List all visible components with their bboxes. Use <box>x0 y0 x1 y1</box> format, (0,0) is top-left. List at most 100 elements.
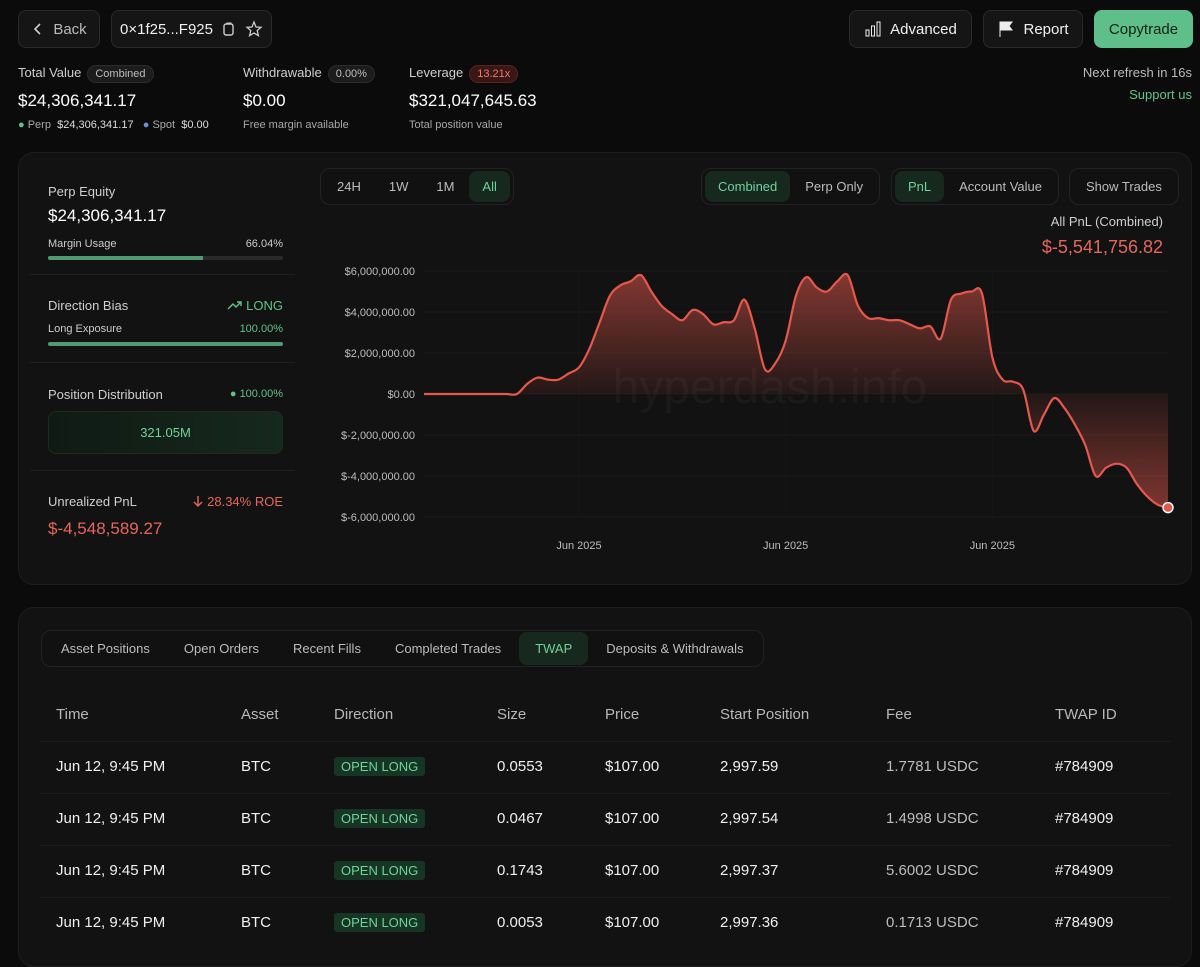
segment-option[interactable]: Account Value <box>959 179 1043 194</box>
address: 0×1f25...F925 <box>120 20 213 38</box>
star-icon[interactable] <box>245 20 263 38</box>
perp-equity-label: Perp Equity <box>48 184 116 199</box>
segment-option[interactable]: 1W <box>388 179 409 194</box>
cell-text: 0.1743 <box>497 862 543 879</box>
table-cell: $107.00 <box>605 810 659 827</box>
segment-option[interactable]: Deposits & Withdrawals <box>606 641 744 656</box>
advanced-icon <box>865 21 881 37</box>
report-button[interactable]: Report <box>983 10 1083 48</box>
advanced-button[interactable]: Advanced <box>849 10 972 48</box>
table-cell: OPEN LONG <box>334 913 426 932</box>
distribution-block: 321.05M <box>48 411 283 454</box>
copy-icon[interactable] <box>221 21 237 37</box>
total-value-amount: $24,306,341.17 <box>18 91 137 110</box>
back-label: Back <box>53 20 87 38</box>
separator <box>30 362 295 363</box>
segment-option[interactable]: 1M <box>436 179 455 194</box>
x-tick-label: Jun 2025 <box>556 540 601 552</box>
cell-text: BTC <box>241 914 271 931</box>
separator <box>30 470 295 471</box>
column-header: Start Position <box>720 706 810 723</box>
support-link[interactable]: Support us <box>1129 87 1192 102</box>
area <box>424 273 1168 508</box>
table-cell: 0.0053 <box>497 914 543 931</box>
leverage-label: Leverage <box>409 65 464 80</box>
leverage: Leverage 13.21x $321,047,645.63 Total pos… <box>409 64 537 131</box>
distribution-share-value: 100.00% <box>239 388 283 400</box>
advanced-label: Advanced <box>890 20 957 38</box>
segment-option[interactable]: PnL <box>895 171 945 202</box>
withdrawable: Withdrawable 0.00% $0.00 Free margin avai… <box>243 64 375 131</box>
column-header: Price <box>605 706 640 723</box>
address-box[interactable]: 0×1f25...F925 <box>111 10 272 48</box>
cell-text: $107.00 <box>605 758 660 775</box>
cell-text: Jun 12, 9:45 PM <box>56 914 166 931</box>
perp-equity: $24,306,341.17 <box>48 206 167 225</box>
long-exposure: 100.00% <box>239 323 283 335</box>
column-header: Fee <box>886 706 912 723</box>
direction-badge: OPEN LONG <box>334 757 426 776</box>
withdrawable-amount: $0.00 <box>243 91 286 110</box>
end-point <box>1162 501 1174 514</box>
y-tick-label: $-2,000,000.00 <box>341 430 415 442</box>
flag-icon <box>999 21 1014 37</box>
page: { "nav": {"back": "Back", "address": "0×… <box>18 10 1193 967</box>
copytrade-button[interactable]: Copytrade <box>1094 10 1193 48</box>
tab-bar: Asset Positions Open Orders Recent Fills Co… <box>41 630 764 667</box>
column-header: TWAP ID <box>1055 706 1117 723</box>
direction: LONG <box>48 298 283 313</box>
segment-option[interactable]: All <box>469 171 510 202</box>
table-cell: BTC <box>241 914 271 931</box>
total-value: Total Value Combined $24,306,341.17 ● Per… <box>18 64 209 131</box>
metric-selector: PnL Account Value <box>891 168 1060 205</box>
column-header: Size <box>497 706 527 723</box>
segment-option[interactable]: Perp Only <box>805 179 864 194</box>
segment-option[interactable]: Combined <box>705 171 791 202</box>
roe-value: 28.34% ROE <box>207 494 283 509</box>
range-selector: 24H 1W 1M All <box>320 168 514 205</box>
cell-text: Jun 12, 9:45 PM <box>56 862 166 879</box>
roe: 28.34% ROE <box>48 494 283 509</box>
separator <box>30 274 295 275</box>
spot-label: Spot <box>152 119 176 131</box>
segment-option[interactable]: 24H <box>337 179 361 194</box>
segment-option[interactable]: Open Orders <box>183 641 260 656</box>
y-tick-label: $6,000,000.00 <box>345 266 415 278</box>
table-cell: 0.1743 <box>497 862 543 879</box>
cell-text: 2,997.37 <box>720 862 779 879</box>
column-header: Asset <box>241 706 279 723</box>
table-cell: BTC <box>241 810 271 827</box>
segment-option[interactable]: Recent Fills <box>293 641 361 656</box>
segment-option[interactable]: TWAP <box>519 632 589 665</box>
margin-usage-label: Margin Usage <box>48 238 117 250</box>
show-trades-button[interactable]: Show Trades <box>1069 168 1179 205</box>
back-button[interactable]: Back <box>18 10 100 48</box>
table-cell: #784909 <box>1055 758 1113 775</box>
column-header: Time <box>56 706 89 723</box>
cell-text: BTC <box>241 862 271 879</box>
mode-selector: Combined Perp Only <box>701 168 881 205</box>
y-tick-label: $-6,000,000.00 <box>341 512 415 524</box>
cell-text: 2,997.54 <box>720 810 779 827</box>
y-tick-label: $4,000,000.00 <box>345 307 415 319</box>
table-cell: 5.6002 USDC <box>886 862 979 879</box>
total-value-badge: Combined <box>87 65 154 83</box>
table-cell: 0.1713 USDC <box>886 914 979 931</box>
cell-text: Jun 12, 9:45 PM <box>56 758 166 775</box>
show-trades-label[interactable]: Show Trades <box>1086 179 1162 194</box>
table-cell: Jun 12, 9:45 PM <box>56 914 165 931</box>
cell-text: BTC <box>241 810 271 827</box>
direction-badge: OPEN LONG <box>334 809 426 828</box>
table-cell: $107.00 <box>605 862 659 879</box>
segment-option[interactable]: Asset Positions <box>61 641 150 656</box>
segment-option[interactable]: Completed Trades <box>394 641 502 656</box>
x-tick-label: Jun 2025 <box>763 540 808 552</box>
direction-value: LONG <box>246 298 283 313</box>
cell-text: 1.4998 USDC <box>886 810 979 827</box>
table-cell: $107.00 <box>605 914 659 931</box>
distribution-share: ● 100.00% <box>229 388 283 400</box>
refresh: Next refresh in 16s <box>1082 65 1192 80</box>
long-exposure-label: Long Exposure <box>48 323 122 335</box>
pnl-chart: hyperdash.info All PnL (Combined) $-5,54… <box>341 214 1174 552</box>
cell-text: 2,997.59 <box>720 758 779 775</box>
